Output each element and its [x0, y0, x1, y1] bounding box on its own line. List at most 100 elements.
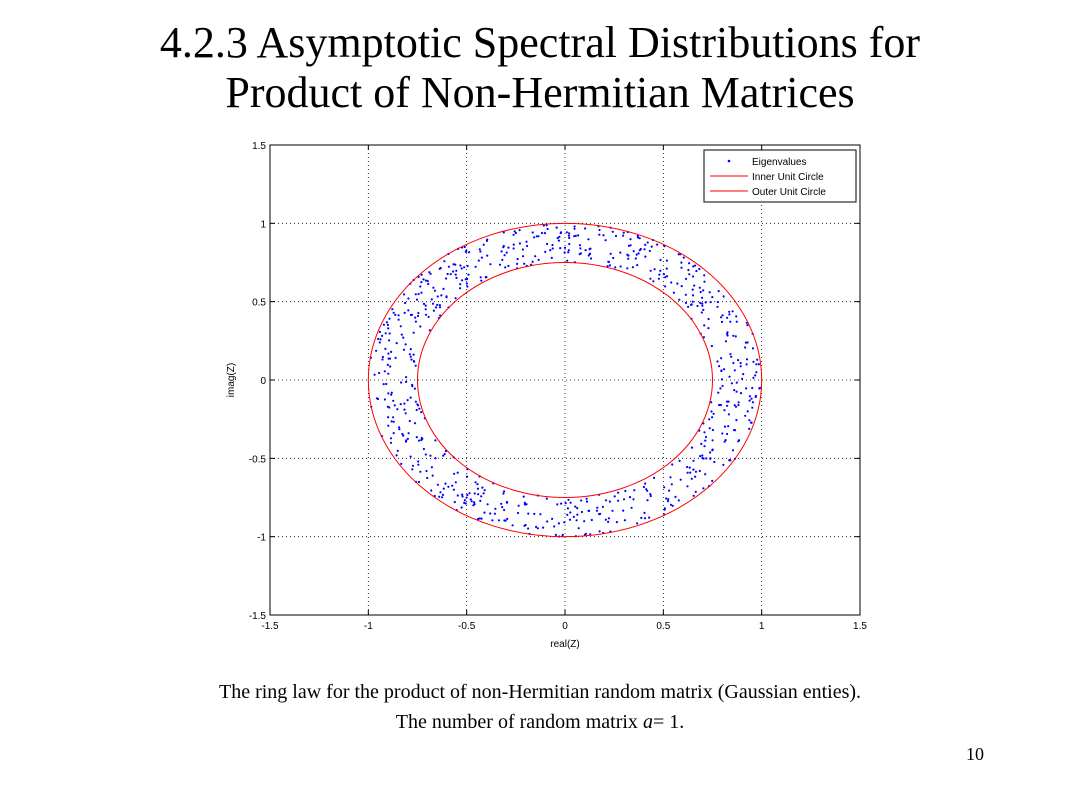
eigenvalue-point — [409, 348, 412, 351]
eigenvalue-point — [531, 231, 534, 234]
eigenvalue-point — [476, 487, 480, 490]
eigenvalue-point — [727, 425, 730, 428]
eigenvalue-point — [424, 313, 428, 316]
eigenvalue-point — [559, 232, 562, 235]
eigenvalue-point — [566, 513, 569, 517]
eigenvalue-point — [445, 296, 448, 299]
eigenvalue-point — [726, 334, 729, 337]
eigenvalue-point — [545, 497, 548, 500]
eigenvalue-point — [424, 453, 427, 456]
eigenvalue-point — [722, 463, 725, 466]
eigenvalue-point — [414, 320, 417, 323]
eigenvalue-point — [696, 304, 699, 308]
eigenvalue-point — [694, 490, 697, 493]
eigenvalue-point — [622, 234, 625, 237]
eigenvalue-point — [726, 316, 729, 319]
eigenvalue-point — [439, 491, 442, 494]
eigenvalue-point — [705, 457, 708, 460]
eigenvalue-point — [572, 515, 575, 519]
eigenvalue-point — [388, 317, 391, 320]
eigenvalue-point — [686, 485, 689, 488]
eigenvalue-point — [704, 301, 707, 304]
eigenvalue-point — [373, 373, 376, 376]
y-tick-label: -1 — [257, 533, 266, 544]
eigenvalue-point — [692, 494, 695, 497]
eigenvalue-point — [695, 269, 698, 273]
eigenvalue-point — [486, 254, 489, 257]
eigenvalue-point — [402, 348, 406, 351]
eigenvalue-point — [720, 320, 724, 323]
eigenvalue-point — [459, 264, 462, 267]
eigenvalue-point — [688, 273, 691, 276]
eigenvalue-point — [453, 500, 456, 504]
eigenvalue-point — [663, 507, 667, 510]
eigenvalue-point — [658, 273, 661, 276]
eigenvalue-point — [432, 286, 435, 289]
eigenvalue-point — [474, 481, 477, 484]
eigenvalue-point — [568, 232, 571, 235]
eigenvalue-point — [702, 289, 705, 292]
eigenvalue-point — [665, 259, 669, 262]
eigenvalue-point — [430, 466, 433, 469]
eigenvalue-point — [422, 302, 426, 305]
eigenvalue-point — [568, 518, 572, 521]
eigenvalue-point — [676, 282, 679, 285]
eigenvalue-point — [724, 439, 727, 442]
eigenvalue-point — [461, 493, 464, 496]
caption-line-2-suffix: = 1. — [652, 711, 685, 733]
eigenvalue-point — [611, 230, 614, 233]
eigenvalue-point — [737, 401, 740, 404]
y-axis-label: imag(Z) — [226, 363, 237, 397]
eigenvalue-point — [523, 262, 526, 265]
eigenvalue-point — [671, 463, 674, 466]
eigenvalue-point — [665, 275, 669, 278]
eigenvalue-point — [677, 253, 680, 256]
eigenvalue-point — [637, 252, 640, 255]
eigenvalue-point — [406, 399, 409, 402]
eigenvalue-point — [453, 472, 456, 475]
eigenvalue-point — [431, 474, 434, 477]
eigenvalue-point — [678, 459, 681, 462]
eigenvalue-point — [516, 262, 519, 265]
eigenvalue-point — [745, 363, 748, 366]
eigenvalue-point — [579, 252, 583, 255]
eigenvalue-point — [426, 476, 429, 480]
eigenvalue-point — [403, 402, 406, 405]
eigenvalue-point — [567, 249, 571, 252]
eigenvalue-point — [402, 336, 405, 339]
eigenvalue-point — [429, 272, 432, 275]
eigenvalue-point — [748, 419, 751, 422]
eigenvalue-point — [456, 471, 459, 474]
eigenvalue-point — [755, 371, 758, 374]
eigenvalue-point — [396, 408, 399, 411]
eigenvalue-point — [693, 284, 696, 287]
eigenvalue-point — [455, 276, 458, 279]
eigenvalue-point — [748, 427, 751, 430]
eigenvalue-point — [726, 331, 729, 334]
eigenvalue-point — [424, 304, 427, 307]
eigenvalue-point — [703, 445, 706, 448]
x-tick-label: -1 — [364, 621, 373, 632]
eigenvalue-point — [701, 304, 704, 307]
eigenvalue-point — [640, 516, 643, 520]
eigenvalue-point — [734, 429, 737, 432]
eigenvalue-point — [389, 441, 393, 444]
eigenvalue-point — [639, 247, 642, 251]
eigenvalue-point — [383, 398, 386, 401]
eigenvalue-point — [427, 282, 430, 286]
eigenvalue-point — [744, 346, 747, 349]
eigenvalue-point — [451, 484, 454, 487]
eigenvalue-point — [375, 349, 378, 352]
eigenvalue-point — [587, 238, 590, 241]
eigenvalue-point — [585, 497, 588, 500]
eigenvalue-point — [417, 404, 420, 407]
eigenvalue-point — [604, 239, 607, 242]
x-tick-label: -1.5 — [261, 621, 279, 632]
eigenvalue-point — [690, 446, 694, 449]
eigenvalue-point — [627, 257, 630, 260]
eigenvalue-point — [413, 360, 416, 363]
eigenvalue-point — [677, 499, 680, 502]
eigenvalue-point — [551, 247, 554, 250]
eigenvalue-point — [711, 479, 714, 482]
eigenvalue-point — [542, 224, 545, 227]
